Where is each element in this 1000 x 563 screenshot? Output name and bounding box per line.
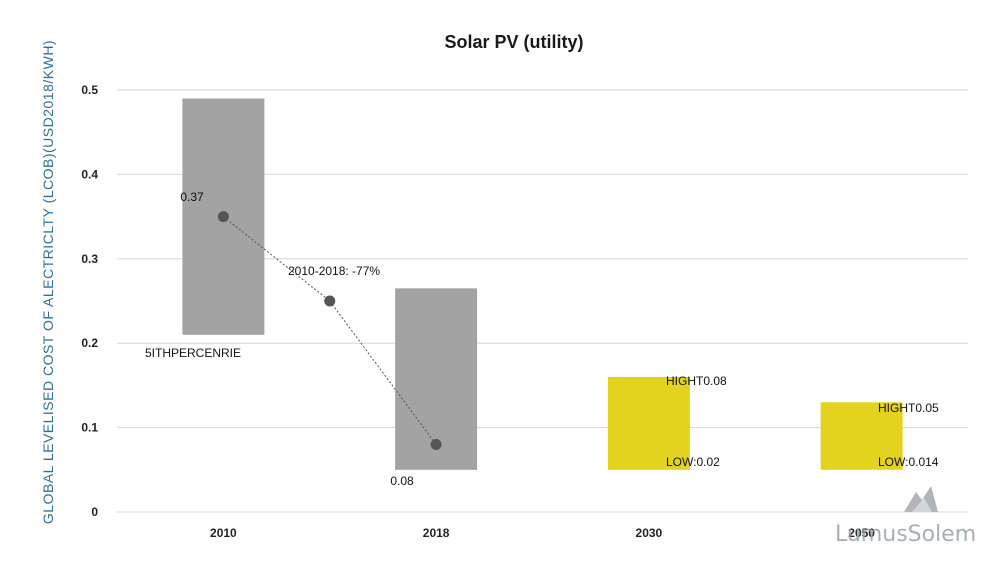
- y-tick-label: 0.3: [81, 252, 98, 266]
- x-tick-label: 2010: [210, 526, 237, 540]
- label-avg-2010: 0.37: [180, 190, 204, 204]
- trend-point: [324, 295, 336, 307]
- bar-2030: [607, 376, 690, 470]
- label-high-2030: HIGHT0.08: [666, 374, 727, 388]
- x-tick-labels: 2010 2018 2030 2050: [210, 526, 875, 540]
- trend-point: [217, 211, 229, 223]
- y-tick-label: 0: [91, 505, 98, 519]
- y-tick-label: 0.5: [81, 83, 98, 97]
- label-2018-value: 0.08: [390, 474, 414, 488]
- label-high-2050: HIGHT0.05: [878, 401, 939, 415]
- trend-point: [430, 438, 442, 450]
- watermark: LumusSolem: [835, 522, 976, 547]
- label-low-2030: LOW:0.02: [666, 455, 720, 469]
- chart-title: Solar PV (utility): [444, 32, 583, 52]
- y-tick-labels: 0 0.1 0.2 0.3 0.4 0.5: [81, 83, 98, 519]
- x-tick-label: 2030: [636, 526, 663, 540]
- x-tick-label: 2050: [848, 526, 875, 540]
- label-percentile: 5ITHPERCENRIE: [145, 346, 241, 360]
- trend-line: [217, 211, 442, 450]
- label-low-2050: LOW:0.014: [878, 455, 939, 469]
- logo-icon: [904, 486, 938, 512]
- trend-line-path: [223, 216, 437, 445]
- y-tick-label: 0.1: [81, 421, 98, 435]
- y-axis-label: GLOBAL LEVELISED COST OF ALECTRICLTY (LC…: [40, 40, 56, 524]
- x-tick-label: 2018: [423, 526, 450, 540]
- y-tick-label: 0.2: [81, 336, 98, 350]
- y-tick-label: 0.4: [81, 167, 98, 181]
- label-change: 2010-2018: -77%: [288, 264, 380, 278]
- bar-2050: [820, 402, 903, 470]
- bars: [182, 98, 903, 470]
